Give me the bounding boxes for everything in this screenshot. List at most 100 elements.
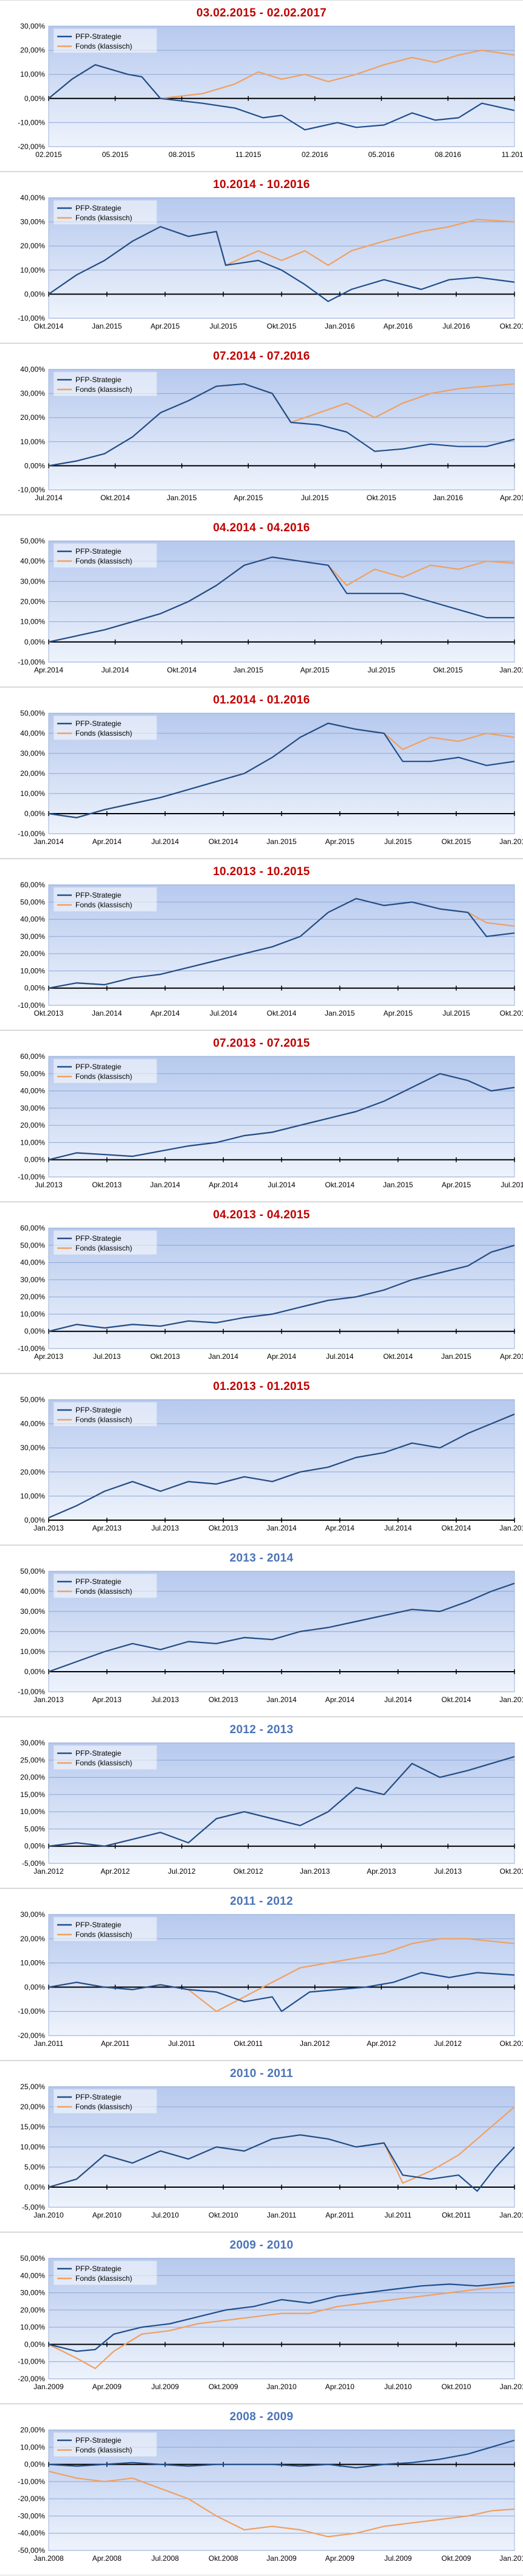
series-line-strategie xyxy=(48,898,515,989)
series-line-strategie xyxy=(48,1756,515,1847)
y-tick-label: 10,00% xyxy=(20,618,45,626)
x-tick-label: Apr.2014 xyxy=(325,1695,355,1704)
x-tick-label: Jan.2012 xyxy=(300,2039,330,2048)
line-chart: 60,00% 50,00% 40,00% 30,00% 20,00% 10,00% 0,00… xyxy=(18,1052,523,1189)
x-tick-label: Apr.2013 xyxy=(92,1695,122,1704)
x-tick-label: Jul.2013 xyxy=(151,1524,179,1532)
y-tick-label: 10,00% xyxy=(20,1959,45,1967)
x-tick-label: Apr.2011 xyxy=(101,2039,130,2048)
y-tick-label: 50,00% xyxy=(20,898,45,906)
x-tick-label: Okt.2009 xyxy=(209,2382,238,2391)
y-tick-label: 50,00% xyxy=(20,1395,45,1404)
y-tick-label: 60,00% xyxy=(20,881,45,889)
x-tick-label: Okt.2014 xyxy=(383,1352,413,1361)
y-tick-label: 0,00% xyxy=(24,1842,45,1851)
y-tick-label: 10,00% xyxy=(20,70,45,79)
y-tick-label: 0,00% xyxy=(24,809,45,818)
y-tick-label: 30,00% xyxy=(20,389,45,398)
x-tick-label: Jan.2015 xyxy=(266,837,297,846)
x-tick-label: Jul.2010 xyxy=(151,2211,179,2219)
chart-title: 2008 - 2009 xyxy=(229,2410,294,2423)
x-tick-label: Jan.2014 xyxy=(266,1524,297,1532)
legend-item-strategie: PFP-Strategie xyxy=(75,1063,122,1071)
y-tick-label: 20,00% xyxy=(20,769,45,778)
x-tick-label: Jan.2014 xyxy=(266,1695,297,1704)
y-tick-label: 15,00% xyxy=(20,2123,45,2131)
x-tick-label: Jan.2014 xyxy=(209,1352,239,1361)
x-tick-label: Okt.2014 xyxy=(34,322,64,330)
x-tick-label: Jan.2013 xyxy=(300,1867,330,1876)
x-tick-label: Okt.2009 xyxy=(442,2554,471,2563)
y-tick-label: -10,00% xyxy=(18,486,45,494)
y-tick-label: 30,00% xyxy=(20,1104,45,1112)
chart-panel: 10.2014 - 10.2016 40,00% 30,00% 20,00% 10,00… xyxy=(0,172,523,343)
legend-item-fonds: Fonds (klassisch) xyxy=(75,2274,132,2283)
legend-box xyxy=(53,28,158,54)
x-tick-label: Apr.2015 xyxy=(234,494,263,502)
y-tick-label: 30,00% xyxy=(20,1910,45,1919)
x-tick-label: Apr.2015 xyxy=(442,1181,471,1189)
y-tick-label: 0,00% xyxy=(24,1516,45,1524)
x-tick-label: Apr.2015 xyxy=(500,1352,523,1361)
legend-item-strategie: PFP-Strategie xyxy=(75,375,122,384)
legend-item-fonds: Fonds (klassisch) xyxy=(75,901,132,909)
series-line-strategie xyxy=(48,2134,515,2192)
y-tick-label: -10,00% xyxy=(18,1173,45,1181)
y-tick-label: 0,00% xyxy=(24,638,45,646)
series-line-strategie xyxy=(48,1073,515,1161)
legend-item-fonds: Fonds (klassisch) xyxy=(75,1759,132,1767)
y-tick-label: 10,00% xyxy=(20,1138,45,1147)
legend-box xyxy=(53,1573,158,1599)
y-tick-label: 30,00% xyxy=(20,2289,45,2297)
y-tick-label: -10,00% xyxy=(18,1001,45,1010)
x-tick-label: Okt.2015 xyxy=(267,322,297,330)
legend-box xyxy=(53,1230,158,1255)
legend-item-strategie: PFP-Strategie xyxy=(75,204,122,212)
x-tick-label: Okt.2015 xyxy=(367,494,397,502)
x-tick-label: Jul.2013 xyxy=(35,1181,63,1189)
x-tick-label: Jan.2015 xyxy=(499,1695,523,1704)
legend-box xyxy=(53,887,158,912)
y-tick-label: -5,00% xyxy=(22,1859,45,1868)
x-tick-label: Apr.2010 xyxy=(92,2211,122,2219)
x-tick-label: Okt.2014 xyxy=(267,1009,297,1017)
legend-item-strategie: PFP-Strategie xyxy=(75,1406,122,1414)
x-tick-label: Jul.2014 xyxy=(210,1009,238,1017)
legend-item-strategie: PFP-Strategie xyxy=(75,1577,122,1586)
y-tick-label: 0,00% xyxy=(24,1983,45,1991)
y-tick-label: 40,00% xyxy=(20,365,45,374)
x-tick-label: Okt.2016 xyxy=(500,322,523,330)
chart-panel: 2010 - 2011 25,00% 20,00% 15,00% 10,00% 5,00%… xyxy=(0,2061,523,2232)
legend-item-strategie: PFP-Strategie xyxy=(75,1234,122,1243)
line-chart: 40,00%30,00%20,00%10,00%0,00%-10,00%Jul.… xyxy=(18,365,523,502)
y-tick-label: 30,00% xyxy=(20,1276,45,1284)
series-line-fonds xyxy=(48,2285,515,2370)
y-tick-label: 60,00% xyxy=(20,1224,45,1232)
series-line-strategie xyxy=(48,1244,515,1332)
x-tick-label: Jul.2015 xyxy=(384,837,412,846)
x-tick-label: Okt.2012 xyxy=(500,2039,523,2048)
chart-title: 2013 - 2014 xyxy=(229,1552,294,1565)
y-tick-label: -10,00% xyxy=(18,2358,45,2366)
x-tick-label: Jan.2011 xyxy=(34,2039,64,2048)
x-tick-label: Jan.2010 xyxy=(499,2554,523,2563)
x-tick-label: Jan.2013 xyxy=(33,1524,64,1532)
x-tick-label: Jul.2014 xyxy=(268,1181,296,1189)
legend-item-fonds: Fonds (klassisch) xyxy=(75,1244,132,1252)
y-tick-label: 40,00% xyxy=(20,557,45,565)
x-tick-label: 02.2016 xyxy=(302,150,328,159)
x-tick-label: Jul.2014 xyxy=(151,837,179,846)
legend-box xyxy=(53,1916,158,1942)
x-tick-label: Jan.2009 xyxy=(33,2382,64,2391)
legend-item-fonds: Fonds (klassisch) xyxy=(75,385,132,394)
x-tick-label: Apr.2014 xyxy=(34,666,63,674)
x-tick-label: Jan.2012 xyxy=(499,2211,523,2219)
x-tick-label: Apr.2015 xyxy=(150,322,179,330)
y-tick-label: -10,00% xyxy=(18,1688,45,1696)
x-tick-label: Okt.2010 xyxy=(209,2211,238,2219)
x-tick-label: Jan.2014 xyxy=(92,1009,122,1017)
line-chart: 20,00% 10,00% 0,00% -10,00% -20,00% -30,00% -4… xyxy=(18,2426,523,2563)
y-tick-label: -50,00% xyxy=(18,2546,45,2555)
line-chart: 30,00%20,00%10,00%0,00%-10,00%-20,00%02.… xyxy=(18,22,523,159)
line-chart: 40,00%30,00%20,00%10,00%0,00%-10,00%Okt.… xyxy=(18,194,523,330)
